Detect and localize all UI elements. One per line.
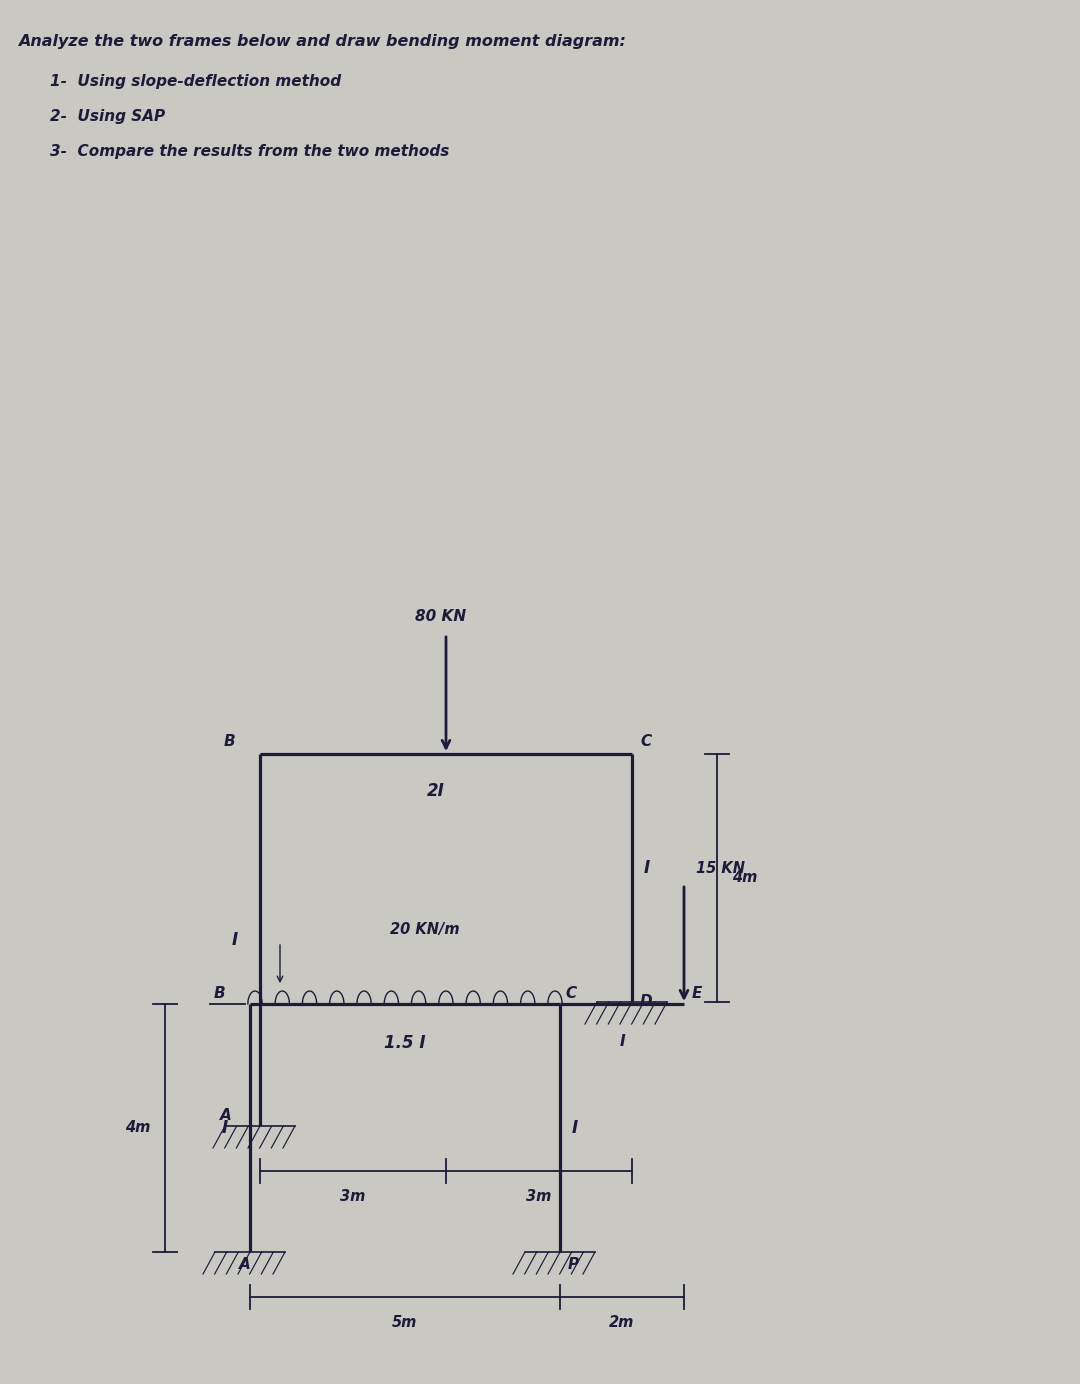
Text: 1-  Using slope-deflection method: 1- Using slope-deflection method	[50, 73, 341, 89]
Text: 1.5 I: 1.5 I	[384, 1034, 426, 1052]
Text: Analyze the two frames below and draw bending moment diagram:: Analyze the two frames below and draw be…	[18, 35, 626, 48]
Text: 2m: 2m	[609, 1315, 635, 1330]
Text: B: B	[224, 734, 235, 749]
Text: 3m: 3m	[526, 1189, 552, 1204]
Text: A: A	[239, 1257, 251, 1272]
Text: I: I	[221, 1120, 228, 1138]
Text: B: B	[214, 985, 225, 1001]
Text: 3-  Compare the results from the two methods: 3- Compare the results from the two meth…	[50, 144, 449, 159]
Text: I: I	[232, 931, 238, 949]
Text: 80 KN: 80 KN	[416, 609, 467, 624]
Text: 4m: 4m	[124, 1121, 150, 1135]
Text: 20 KN/m: 20 KN/m	[390, 922, 460, 937]
Text: I: I	[572, 1120, 578, 1138]
Text: D: D	[640, 995, 652, 1009]
Text: 15 KN: 15 KN	[696, 861, 745, 876]
Text: 2I: 2I	[427, 782, 445, 800]
Text: 2-  Using SAP: 2- Using SAP	[50, 109, 165, 125]
Text: 4m: 4m	[732, 871, 757, 886]
Text: I: I	[644, 859, 650, 877]
Text: 3m: 3m	[340, 1189, 366, 1204]
Text: E: E	[692, 985, 702, 1001]
Text: C: C	[565, 985, 577, 1001]
Text: P: P	[568, 1257, 579, 1272]
Text: C: C	[640, 734, 651, 749]
Text: I: I	[619, 1034, 625, 1049]
Text: 5m: 5m	[392, 1315, 418, 1330]
Text: A: A	[220, 1109, 232, 1122]
